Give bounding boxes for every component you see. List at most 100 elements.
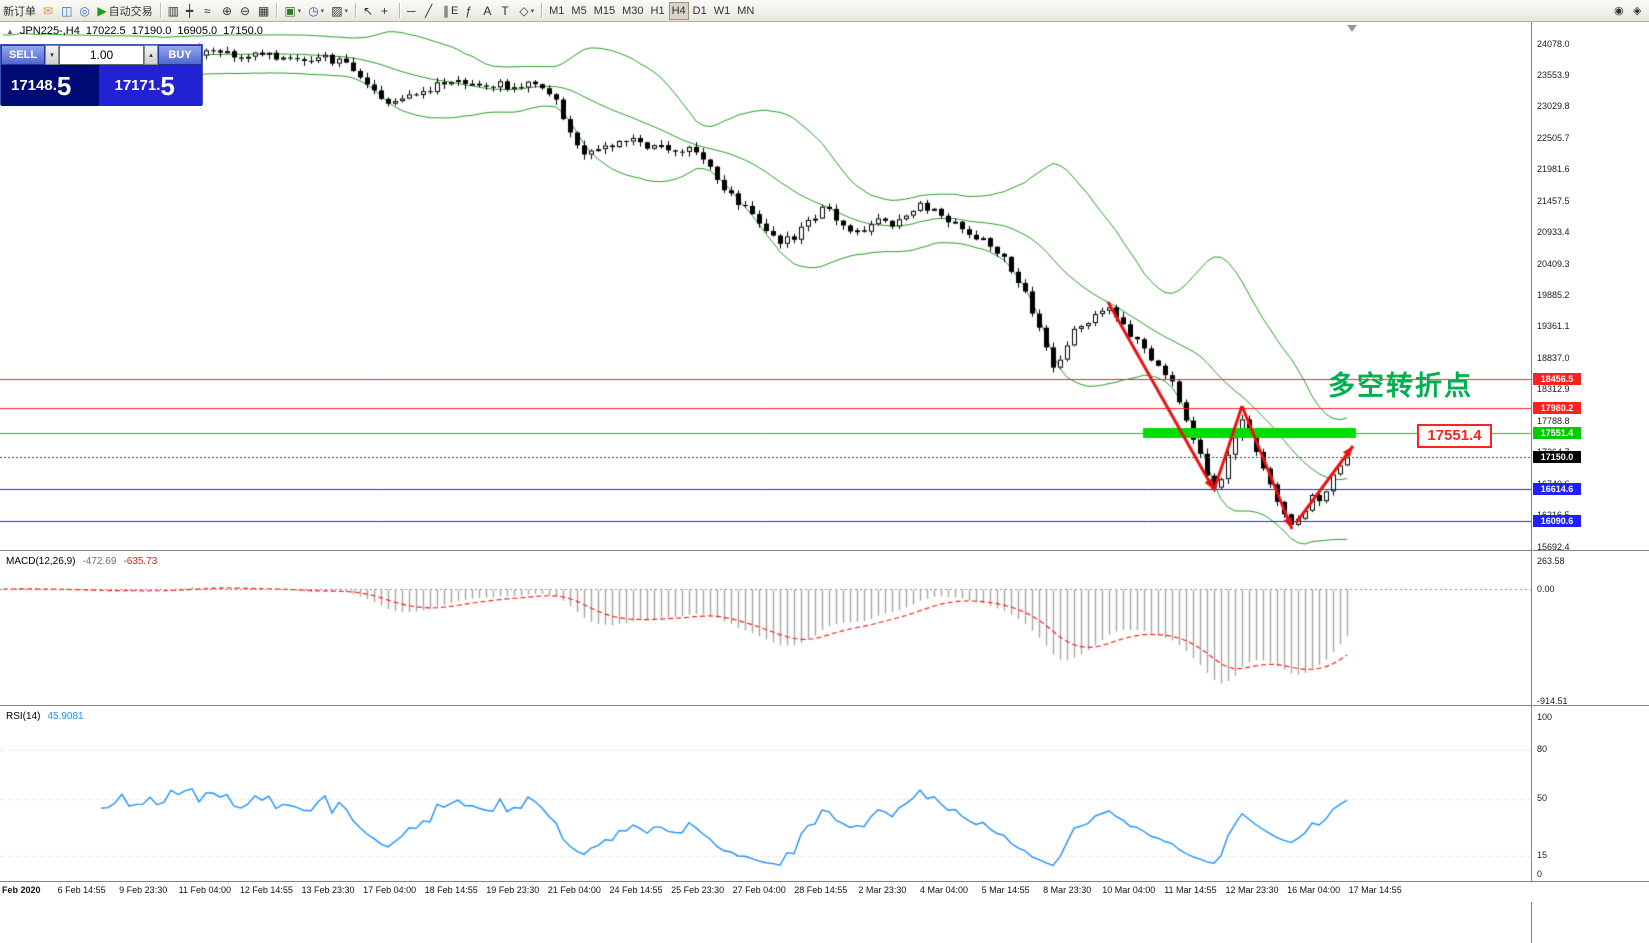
chart-icon: ▲ [6,26,14,36]
ohlc-close: 17150.0 [223,25,263,37]
macd-main-value: -472.69 [82,556,117,567]
community-icon[interactable]: ◎ [76,2,93,20]
one-click-trading-panel: SELL ▾ ▴ BUY 17148. 5 17171. 5 [0,44,203,106]
chart-shift-marker-icon[interactable] [1347,25,1357,32]
tf-m30-button[interactable]: M30 [619,2,646,20]
price-axis-tick: 18837.0 [1537,352,1570,363]
tf-m1-button[interactable]: M1 [546,2,567,20]
price-axis[interactable]: 24078.0 23553.9 23029.8 22505.7 21981.6 21457… [1531,0,1649,943]
crosshair-button[interactable]: + [378,2,395,20]
volume-increase-button[interactable]: ▴ [144,45,158,65]
panel-separator[interactable] [0,550,1649,551]
chart-symbol-period: JPN225-,H4 [19,25,80,37]
sell-price[interactable]: 17148. 5 [1,65,99,106]
macd-label: MACD(12,26,9) -472.69 -635.73 [6,556,157,567]
time-axis-label: 18 Feb 14:55 [424,885,478,895]
rsi-panel[interactable] [0,707,1531,880]
chart-title: ▲ JPN225-,H4 17022.5 17190.0 16905.0 171… [6,25,263,37]
buy-price-main: 17171. [114,77,161,94]
toolbar-overflow-icon-1[interactable]: ◉ [1611,2,1628,20]
price-axis-tick: 22505.7 [1537,132,1570,143]
time-axis-label: 10 Mar 04:00 [1102,885,1156,895]
price-axis-tick: 23553.9 [1537,69,1570,80]
price-axis-tick: 18312.9 [1537,384,1570,395]
pivot-price-tag[interactable]: 17551.4 [1417,424,1492,448]
trendline-button[interactable]: ╱ [422,2,439,20]
time-axis-label: 8 Mar 23:30 [1043,885,1092,895]
zoom-in-button[interactable]: ⊕ [219,2,236,20]
text-label-button[interactable]: T [498,2,515,20]
tile-windows-button[interactable]: ▦ [255,2,272,20]
time-axis-label: 5 Mar 14:55 [981,885,1030,895]
mail-icon[interactable]: ✉ [40,2,57,20]
templates-button[interactable]: ▨ ▾ [328,2,351,20]
tf-mn-button[interactable]: MN [734,2,757,20]
panel-separator[interactable] [0,705,1649,706]
autotrading-button[interactable]: ▶ 自动交易 [94,2,155,20]
zoom-out-button[interactable]: ⊖ [237,2,254,20]
toolbar-right: ◉ ◈ [1611,2,1647,20]
buy-price[interactable]: 17171. 5 [98,65,202,106]
pivot-line-label: 17551.4 [1533,427,1581,440]
tf-m15-button[interactable]: M15 [591,2,618,20]
line-chart-button[interactable]: ≈ [201,2,218,20]
volume-input[interactable] [59,45,144,65]
candlestick-chart-button[interactable]: ┿ [183,2,200,20]
tf-d1-button[interactable]: D1 [690,2,710,20]
text-button[interactable]: A [480,2,497,20]
toolbar-separator [541,3,543,18]
tf-h4-button[interactable]: H4 [668,1,689,20]
price-axis-tick: 21981.6 [1537,164,1570,175]
rsi-scale-label: 50 [1537,792,1548,803]
new-order-button[interactable]: ⊞新订单 [0,2,39,20]
time-axis[interactable]: Feb 2020 6 Feb 14:55 9 Feb 23:30 11 Feb 04:… [0,882,1649,902]
tf-m5-button[interactable]: M5 [568,2,589,20]
macd-scale-label: -914.51 [1537,695,1568,706]
price-axis-tick: 21457.5 [1537,195,1570,206]
macd-signal-value: -635.73 [123,556,158,567]
time-axis-label: 4 Mar 04:00 [919,885,969,895]
time-axis-label: 17 Mar 14:55 [1348,885,1402,895]
time-axis-label: 12 Mar 23:30 [1225,885,1279,895]
toolbar: ⊞新订单✉◫◎▶自动交易▥┿≈⊕⊖▦▣▾◷▾▨▾↖+─╱∥EƒAT◇▾M1M5M… [0,0,1649,22]
time-axis-label: 12 Feb 14:55 [239,885,293,895]
toolbar-separator [276,3,278,18]
price-axis-tick: 20933.4 [1537,227,1570,238]
volume-decrease-button[interactable]: ▾ [45,45,59,65]
buy-price-big-digit: 5 [160,70,175,101]
equidistant-channel-button[interactable]: ∥ E [440,2,461,20]
current-price-label: 17150.0 [1533,451,1581,464]
periods-button[interactable]: ◷ ▾ [305,2,327,20]
main-chart[interactable] [0,22,1531,550]
tf-h1-button[interactable]: H1 [648,2,668,20]
buy-button[interactable]: BUY [158,45,202,65]
price-axis-tick: 23029.8 [1537,101,1570,112]
horizontal-line-button[interactable]: ─ [404,2,421,20]
price-axis-tick: 19885.2 [1537,290,1570,301]
shapes-button[interactable]: ◇ ▾ [516,2,537,20]
time-axis-label: 11 Mar 14:55 [1164,885,1217,895]
sell-button[interactable]: SELL [1,45,45,65]
time-axis-label: 21 Feb 04:00 [547,885,601,895]
macd-panel[interactable] [0,552,1531,705]
time-axis-label: 19 Feb 23:30 [486,885,540,895]
macd-scale-label: 263.58 [1537,555,1565,566]
fibonacci-button[interactable]: ƒ [462,2,479,20]
time-axis-label: 11 Feb 04:00 [178,885,231,895]
price-axis-tick: 15692.4 [1537,541,1570,552]
ohlc-high: 17190.0 [131,25,172,37]
time-axis-label: 2 Mar 23:30 [858,885,907,895]
price-axis-tick: 20409.3 [1537,258,1570,269]
time-axis-label: 9 Feb 23:30 [119,885,168,895]
resistance-line-2-label: 17980.2 [1533,401,1581,414]
cursor-button[interactable]: ↖ [360,2,377,20]
price-axis-tick: 24078.0 [1537,38,1570,49]
toolbar-overflow-icon-2[interactable]: ◈ [1630,2,1647,20]
turning-point-annotation[interactable]: 多空转折点 [1328,371,1473,401]
tf-w1-button[interactable]: W1 [711,2,734,20]
bar-chart-button[interactable]: ▥ [165,2,182,20]
account-icon[interactable]: ◫ [58,2,75,20]
new-chart-button[interactable]: ▣ ▾ [281,2,304,20]
price-axis-tick: 19361.1 [1537,321,1570,332]
ohlc-open: 17022.5 [85,25,126,37]
